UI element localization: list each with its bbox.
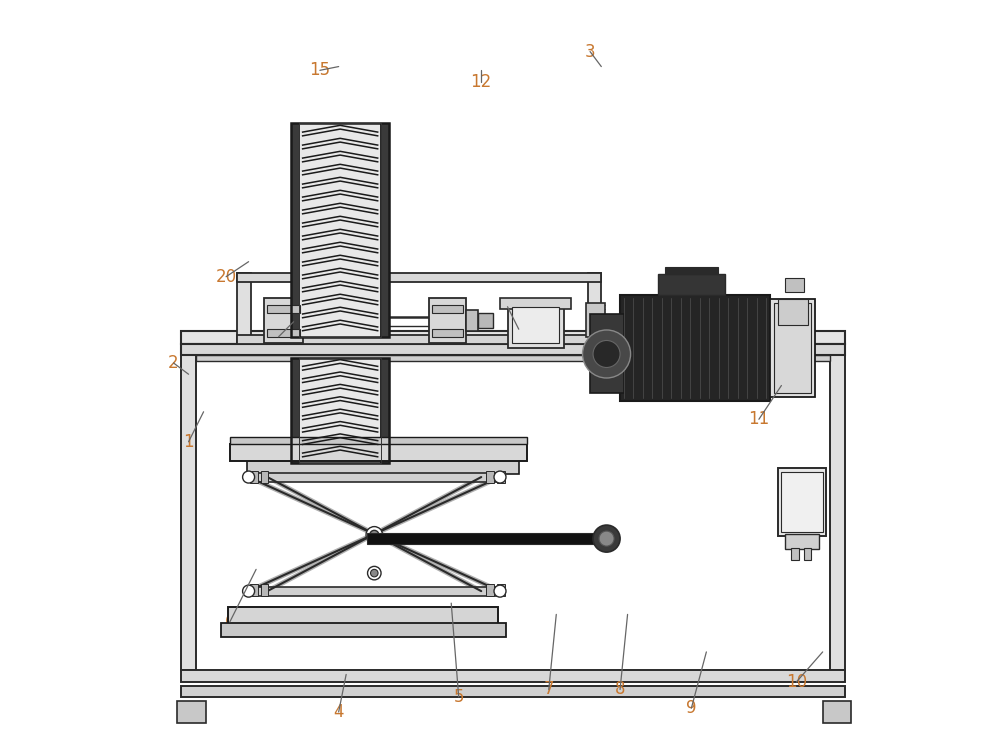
Bar [221,624,506,637]
Text: 7: 7 [544,680,554,699]
Bar [250,584,258,596]
Bar [429,298,466,342]
Circle shape [366,527,383,543]
Bar [512,308,559,343]
Bar [620,296,770,401]
Bar [230,444,527,460]
Bar [299,358,381,463]
Circle shape [243,471,255,483]
Text: 20: 20 [216,268,237,286]
Bar [508,303,564,348]
Bar [267,329,300,336]
Text: 9: 9 [686,699,697,717]
Circle shape [599,531,614,546]
Bar [177,701,206,723]
Text: 15: 15 [309,61,330,79]
Circle shape [583,330,631,378]
Bar [774,303,811,393]
Bar [658,274,725,296]
Text: 10: 10 [786,673,807,691]
Text: 12: 12 [471,73,492,91]
Bar [486,471,494,483]
Bar [291,122,300,336]
Circle shape [371,569,378,577]
Bar [267,305,300,313]
Bar [432,305,463,313]
Text: 13: 13 [508,321,529,338]
Bar [586,303,605,336]
Bar [497,584,505,596]
Bar [823,701,851,723]
Bar [291,122,389,336]
Circle shape [494,585,506,597]
Circle shape [368,566,381,580]
Bar [432,329,463,336]
Bar [230,436,527,444]
Bar [300,122,380,336]
Bar [291,358,300,463]
Bar [500,299,571,309]
Bar [237,273,601,282]
Bar [181,344,196,670]
Bar [785,534,819,549]
Bar [237,273,251,344]
Bar [497,471,505,483]
Bar [237,335,601,344]
Bar [249,587,500,596]
Circle shape [370,531,379,539]
Bar [181,330,845,344]
Bar [665,267,718,274]
Bar [785,278,804,292]
Bar [486,584,494,596]
Bar [478,313,493,327]
Bar [466,310,478,330]
Bar [791,547,799,559]
Text: 1: 1 [183,432,194,451]
Bar [830,344,845,670]
Bar [247,459,519,474]
Bar [380,122,389,336]
Circle shape [593,340,620,367]
Bar [291,358,389,463]
Bar [781,472,823,531]
Circle shape [593,525,620,552]
Bar [228,607,498,625]
Bar [196,355,830,361]
Bar [588,273,601,344]
Bar [181,344,845,355]
Bar [804,547,811,559]
Circle shape [494,471,506,483]
Bar [264,298,303,342]
Bar [250,471,258,483]
Bar [778,468,826,535]
Bar [299,122,381,336]
Bar [380,358,389,463]
Bar [181,670,845,682]
Bar [590,314,624,393]
Bar [300,358,380,463]
Text: 11: 11 [748,411,770,429]
Text: 5: 5 [453,688,464,706]
Text: 14: 14 [268,327,289,345]
Text: 3: 3 [585,42,595,60]
Bar [249,472,500,482]
Bar [367,533,598,544]
Text: 6: 6 [225,613,235,631]
Text: 4: 4 [333,703,344,721]
Bar [261,471,268,483]
Text: 8: 8 [615,680,625,699]
Circle shape [243,585,255,597]
Bar [770,299,815,397]
Bar [261,584,268,596]
Bar [778,299,808,326]
Bar [181,686,845,697]
Text: 2: 2 [168,354,179,372]
